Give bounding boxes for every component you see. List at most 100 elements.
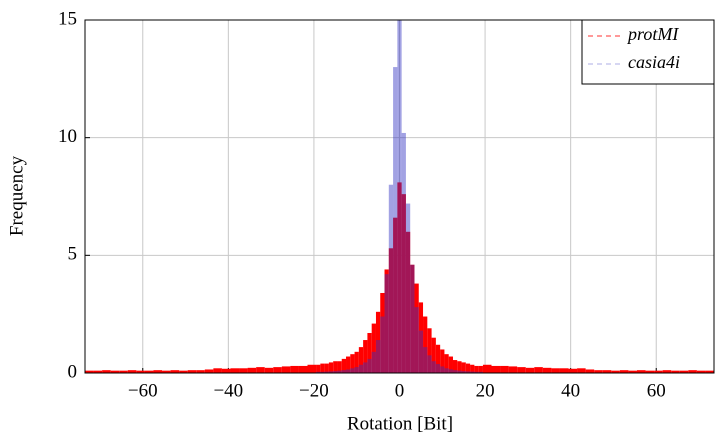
y-tick-label: 10 bbox=[58, 126, 77, 147]
x-tick-label: 60 bbox=[647, 380, 666, 401]
bar bbox=[465, 371, 471, 373]
bar bbox=[393, 67, 398, 374]
bar bbox=[397, 20, 402, 373]
bar bbox=[337, 361, 342, 373]
bar bbox=[337, 370, 342, 373]
bar bbox=[380, 292, 385, 373]
bar bbox=[688, 370, 697, 373]
bar bbox=[418, 330, 424, 373]
legend-box bbox=[581, 19, 715, 85]
bar bbox=[414, 307, 419, 373]
x-tick-label: 40 bbox=[561, 380, 580, 401]
bar bbox=[508, 366, 518, 373]
bar bbox=[384, 269, 389, 373]
bar bbox=[410, 264, 415, 373]
bar bbox=[384, 274, 389, 373]
bar bbox=[410, 264, 415, 373]
bar bbox=[461, 362, 466, 373]
bar bbox=[85, 370, 94, 373]
bar bbox=[346, 369, 351, 373]
bar bbox=[435, 344, 441, 373]
x-tick-label: −20 bbox=[299, 380, 329, 401]
bar bbox=[363, 340, 368, 373]
bar bbox=[448, 369, 453, 373]
bar bbox=[328, 371, 334, 373]
bar bbox=[290, 365, 299, 373]
bar bbox=[333, 361, 338, 373]
bar bbox=[405, 203, 411, 373]
bar bbox=[354, 351, 359, 373]
bar bbox=[367, 358, 372, 373]
plot-frame bbox=[84, 19, 715, 374]
bar bbox=[375, 311, 381, 373]
bar bbox=[461, 371, 466, 373]
x-tick-label: −60 bbox=[128, 380, 158, 401]
bar bbox=[431, 361, 436, 373]
bar bbox=[170, 370, 180, 373]
bar bbox=[221, 368, 231, 373]
bar bbox=[375, 340, 381, 373]
legend-label: protMI bbox=[626, 24, 679, 44]
bar bbox=[645, 370, 655, 373]
bar bbox=[316, 364, 321, 373]
bar bbox=[696, 370, 706, 373]
bar bbox=[585, 369, 595, 373]
bar bbox=[256, 367, 265, 373]
bar bbox=[457, 361, 462, 373]
bar bbox=[500, 365, 509, 373]
bar bbox=[440, 349, 445, 373]
bar bbox=[444, 368, 449, 373]
bar bbox=[470, 364, 475, 373]
bar bbox=[358, 347, 364, 373]
bar bbox=[418, 302, 424, 373]
bar bbox=[671, 370, 680, 373]
bar bbox=[568, 368, 578, 373]
bar bbox=[559, 368, 569, 373]
bar bbox=[354, 367, 359, 373]
bar bbox=[341, 370, 347, 373]
bar bbox=[307, 364, 317, 373]
bar bbox=[144, 370, 154, 373]
y-axis-label: Frequency bbox=[6, 155, 27, 236]
bar bbox=[350, 354, 355, 373]
bar bbox=[478, 365, 483, 373]
bar bbox=[153, 370, 163, 373]
bar bbox=[127, 370, 137, 373]
bar bbox=[324, 371, 329, 373]
bar bbox=[478, 371, 483, 373]
x-tick-label: 0 bbox=[395, 380, 405, 401]
bar bbox=[397, 182, 402, 373]
bar bbox=[423, 347, 428, 373]
legend-label: casia4i bbox=[628, 52, 680, 72]
bar bbox=[363, 362, 368, 373]
bar bbox=[320, 363, 325, 373]
bar bbox=[636, 370, 646, 373]
bar bbox=[393, 217, 398, 373]
bar bbox=[705, 370, 714, 373]
bar bbox=[204, 369, 214, 373]
bar bbox=[440, 366, 445, 373]
bar bbox=[264, 367, 274, 373]
bar bbox=[401, 132, 406, 373]
legend: protMI casia4i bbox=[581, 19, 715, 85]
x-tick-label: −40 bbox=[213, 380, 243, 401]
bar bbox=[119, 370, 128, 373]
bar bbox=[534, 367, 543, 373]
bar bbox=[380, 316, 385, 373]
bar bbox=[465, 363, 471, 373]
bar bbox=[577, 368, 586, 373]
bar bbox=[333, 371, 338, 373]
bar bbox=[525, 367, 535, 373]
bar bbox=[328, 362, 334, 373]
bar bbox=[662, 370, 672, 373]
bar bbox=[388, 184, 394, 373]
bar bbox=[358, 364, 364, 373]
bar bbox=[247, 367, 257, 373]
bar bbox=[427, 328, 432, 373]
bar bbox=[371, 323, 376, 373]
bar bbox=[187, 370, 197, 373]
bar bbox=[517, 367, 526, 373]
bar bbox=[594, 370, 603, 373]
bar bbox=[444, 354, 449, 373]
